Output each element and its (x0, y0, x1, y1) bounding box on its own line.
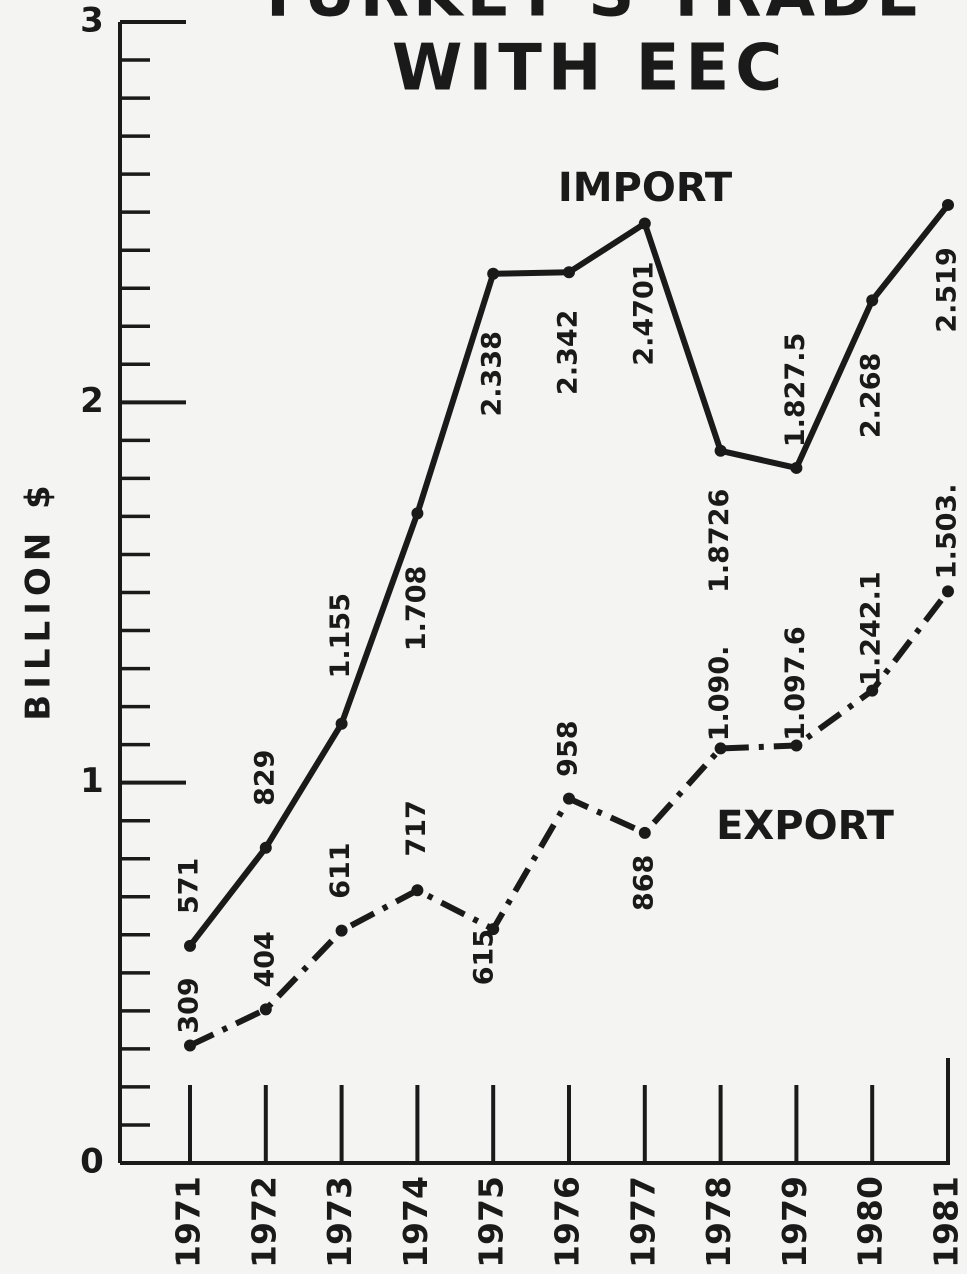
data-point (259, 1003, 272, 1016)
data-label: 2.519 (932, 247, 963, 332)
data-label: 1.708 (401, 566, 432, 651)
data-label: 404 (249, 931, 280, 987)
data-label: 1.097.6 (780, 626, 811, 740)
data-label: 1.503. (932, 484, 963, 580)
data-point (563, 266, 575, 279)
data-label: 2.338 (477, 331, 508, 416)
data-point (790, 739, 803, 752)
x-tick-label: 1972 (244, 1176, 283, 1268)
chart-title: TURKEY'S TRADE (256, 0, 924, 32)
x-tick-label: 1980 (851, 1176, 890, 1268)
data-label: 1.155 (325, 593, 356, 678)
data-point (942, 585, 954, 598)
data-point (866, 294, 879, 307)
data-point (335, 717, 348, 730)
x-tick-label: 1971 (169, 1176, 208, 1268)
data-point (487, 267, 500, 280)
data-point (184, 1039, 196, 1052)
data-point (714, 742, 727, 755)
data-point (866, 684, 879, 697)
x-tick-label: 1978 (699, 1176, 738, 1268)
data-label: 2.4701 (628, 261, 659, 365)
x-tick-label: 1979 (775, 1176, 814, 1268)
data-point (411, 507, 424, 520)
data-label: 1.827.5 (780, 333, 811, 447)
data-point (411, 884, 424, 897)
x-tick-label: 1973 (320, 1176, 359, 1268)
data-label: 309 (174, 977, 205, 1033)
data-label: 1.242.1 (856, 571, 887, 685)
data-point (184, 939, 196, 952)
series-name: IMPORT (558, 165, 733, 211)
data-point (638, 217, 651, 230)
x-tick-label: 1977 (623, 1176, 662, 1268)
data-point (259, 841, 272, 854)
y-tick-label: 1 (80, 761, 104, 801)
x-tick-label: 1981 (927, 1176, 966, 1268)
data-label: 717 (401, 800, 432, 856)
data-label: 829 (249, 750, 280, 806)
data-label: 571 (174, 858, 205, 914)
x-tick-label: 1976 (548, 1176, 587, 1268)
chart-title: WITH EEC (392, 32, 788, 106)
x-tick-label: 1974 (396, 1176, 435, 1268)
y-tick-label: 2 (80, 381, 104, 421)
x-tick-label: 1975 (472, 1176, 511, 1268)
data-point (714, 444, 727, 457)
data-label: 868 (628, 855, 659, 911)
y-tick-label: 3 (80, 1, 104, 41)
data-label: 1.090. (704, 646, 735, 742)
y-axis-label: BILLION $ (19, 479, 59, 720)
data-label: 2.342 (553, 310, 584, 395)
data-label: 958 (553, 720, 584, 776)
data-point (638, 826, 651, 839)
data-point (942, 198, 954, 211)
data-point (487, 923, 500, 936)
data-point (790, 461, 803, 474)
data-point (335, 924, 348, 937)
data-label: 615 (469, 929, 500, 985)
data-label: 1.8726 (704, 489, 735, 593)
series-name: EXPORT (716, 803, 894, 849)
data-label: 611 (325, 842, 356, 898)
data-point (563, 792, 575, 805)
data-label: 2.268 (856, 353, 887, 438)
y-tick-label: 0 (80, 1142, 104, 1182)
